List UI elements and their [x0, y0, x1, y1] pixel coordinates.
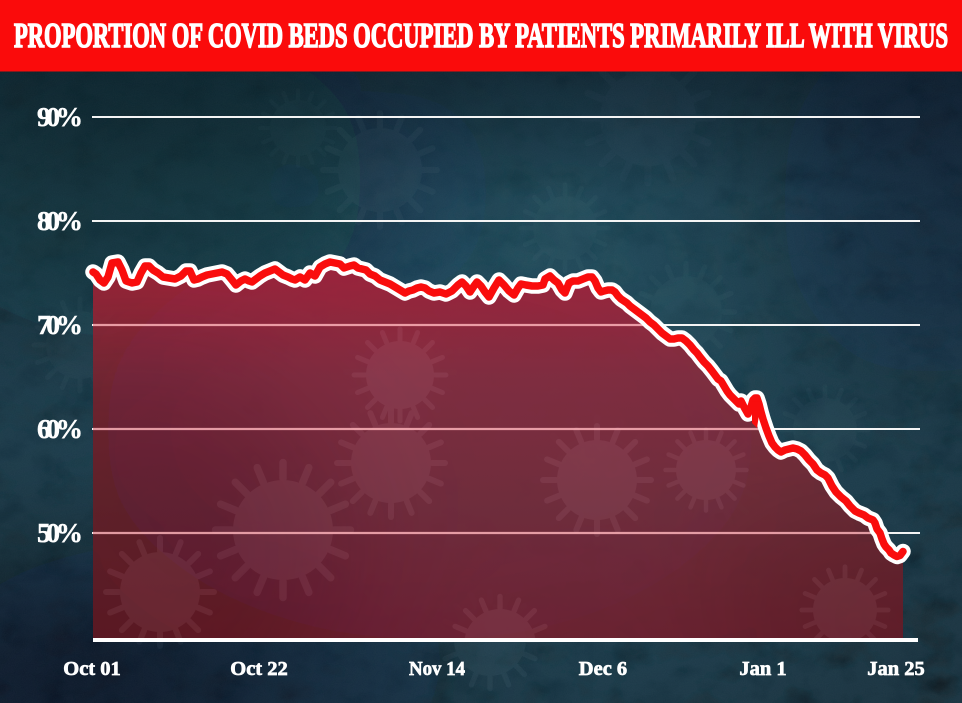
svg-text:Jan 1: Jan 1 — [739, 658, 786, 680]
svg-text:70%: 70% — [37, 309, 83, 340]
svg-text:80%: 80% — [37, 205, 83, 236]
svg-text:Oct 22: Oct 22 — [230, 658, 288, 680]
svg-text:Oct 01: Oct 01 — [63, 658, 121, 680]
svg-text:60%: 60% — [37, 413, 83, 444]
svg-text:Nov 14: Nov 14 — [409, 658, 465, 680]
svg-text:Dec 6: Dec 6 — [579, 658, 627, 680]
svg-text:90%: 90% — [37, 101, 83, 132]
svg-text:50%: 50% — [37, 517, 83, 548]
svg-text:PROPORTION OF COVID BEDS OCCUP: PROPORTION OF COVID BEDS OCCUPIED BY PAT… — [14, 16, 948, 55]
svg-text:Jan 25: Jan 25 — [867, 658, 925, 680]
